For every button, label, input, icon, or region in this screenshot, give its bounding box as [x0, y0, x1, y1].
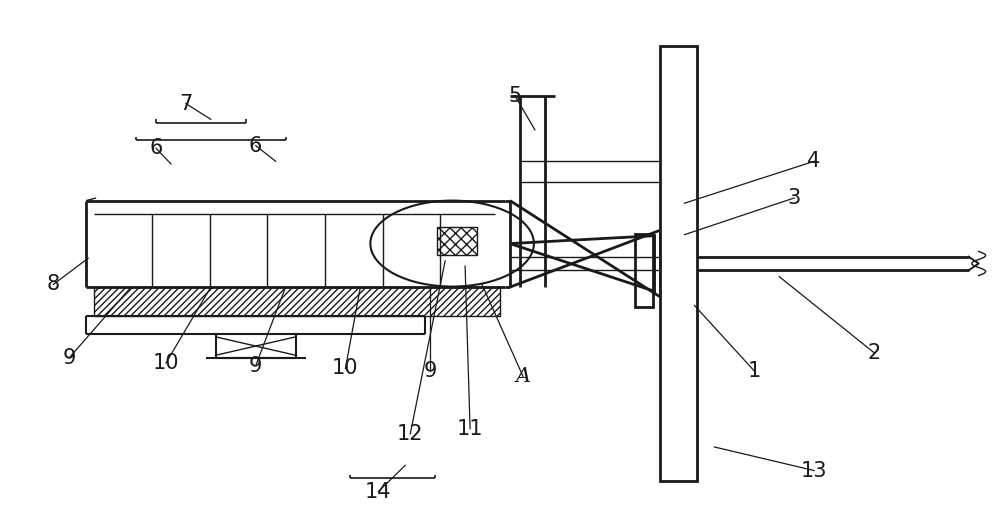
Text: 3: 3	[788, 188, 801, 208]
Text: 12: 12	[397, 424, 424, 444]
Text: 13: 13	[801, 461, 827, 481]
Text: 10: 10	[153, 353, 179, 373]
Text: 14: 14	[365, 482, 392, 502]
Text: 4: 4	[807, 151, 821, 171]
Bar	[94, 287, 500, 316]
Text: 2: 2	[867, 343, 881, 363]
Text: 6: 6	[149, 138, 163, 158]
Text: 7: 7	[179, 94, 192, 114]
Text: 9: 9	[424, 361, 437, 381]
Bar	[635, 233, 653, 307]
Text: 11: 11	[457, 418, 483, 438]
Text: 9: 9	[63, 348, 76, 368]
Text: 8: 8	[47, 275, 60, 295]
Bar	[437, 227, 477, 256]
Text: 1: 1	[748, 361, 761, 381]
Text: A: A	[515, 367, 530, 386]
Text: 5: 5	[508, 86, 522, 106]
Text: 6: 6	[249, 135, 262, 155]
Bar	[660, 46, 697, 481]
Text: 10: 10	[332, 358, 359, 378]
Text: 9: 9	[249, 356, 262, 376]
